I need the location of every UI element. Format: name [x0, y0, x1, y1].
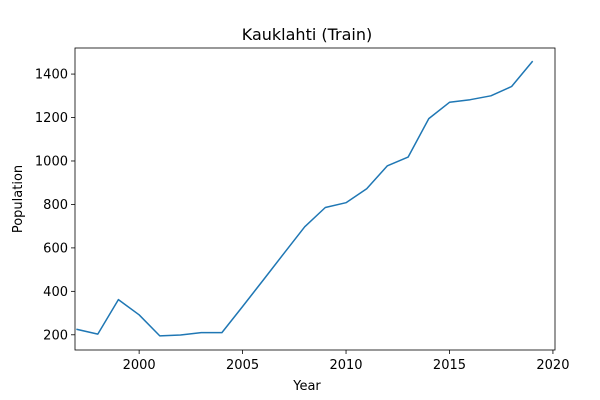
y-tick-label: 1400 — [35, 68, 68, 83]
series-line-kauklahti — [76, 60, 534, 337]
axis-ticks: 2000 2005 2010 2015 2020 200 400 600 800 1000 1200… — [35, 68, 570, 373]
x-tick-label: 2015 — [433, 358, 466, 373]
y-tick-label: 800 — [43, 198, 68, 213]
y-tick-label: 600 — [43, 241, 68, 256]
y-tick-label: 1200 — [35, 111, 68, 126]
y-tick-label: 400 — [43, 285, 68, 300]
plot-area — [75, 48, 555, 350]
y-axis-label: Population — [11, 165, 26, 233]
x-axis-label: Year — [292, 379, 321, 394]
x-tick-label: 2005 — [226, 358, 259, 373]
y-tick-label: 200 — [43, 328, 68, 343]
chart-title: Kauklahti (Train) — [242, 25, 373, 44]
x-tick-label: 2010 — [329, 358, 362, 373]
x-tick-label: 2020 — [536, 358, 569, 373]
x-tick-label: 2000 — [123, 358, 156, 373]
y-tick-label: 1000 — [35, 154, 68, 169]
plot-frame — [74, 47, 556, 351]
